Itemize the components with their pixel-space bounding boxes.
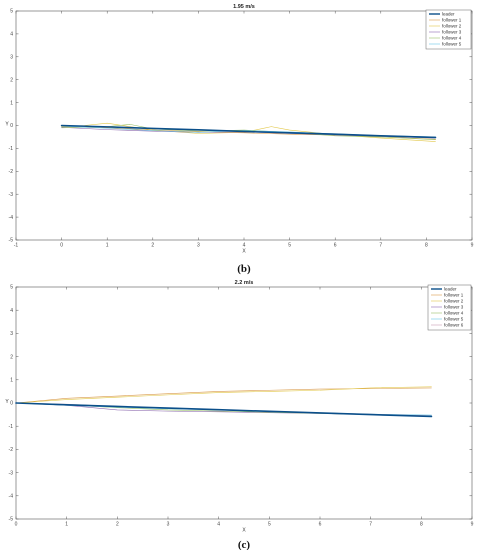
- series-line-follower-2: [15, 386, 432, 404]
- legend-label: follower 3: [442, 30, 462, 35]
- y-tick-label: -4: [9, 215, 14, 221]
- x-tick-label: 4: [217, 522, 220, 528]
- chart-panel-b: -1 0 1 2 3 4 5 6 7 8 9 -5 -4 -3 -2 -1 0 1 2 3 4 5 1.95 m/s X Yle…: [5, 4, 473, 275]
- y-tick-label: -3: [9, 192, 14, 198]
- x-tick-label: 5: [288, 243, 291, 249]
- legend-box: [425, 9, 472, 50]
- x-axis-label: X: [242, 249, 246, 255]
- x-tick-label: -1: [14, 243, 19, 249]
- figure-caption: (b): [237, 263, 251, 275]
- x-tick-label: 1: [65, 522, 68, 528]
- x-tick-label: 7: [379, 243, 382, 249]
- x-tick-label: 3: [197, 243, 200, 249]
- x-tick-label: 0: [15, 522, 18, 528]
- y-tick-label: -5: [9, 517, 14, 523]
- y-tick-label: -1: [9, 424, 14, 430]
- plot-area: [15, 10, 473, 241]
- y-tick-label: -2: [9, 447, 14, 453]
- legend-label: leader: [442, 12, 455, 17]
- legend-label: leader: [444, 287, 457, 292]
- y-tick-label: 3: [10, 331, 13, 337]
- x-tick-label: 8: [425, 243, 428, 249]
- y-tick-label: -2: [9, 169, 14, 175]
- y-tick-label: 4: [10, 308, 13, 314]
- y-axis-label: Y: [5, 122, 9, 128]
- x-tick-label: 3: [167, 522, 170, 528]
- y-axis-label: Y: [5, 399, 9, 405]
- y-tick-label: 3: [10, 55, 13, 61]
- chart-panel-c: 0 1 2 3 4 5 6 7 8 9 -5 -4 -3 -2 -1 0 1 2 3 4 5 2.2 m/s X Yleade…: [5, 280, 473, 550]
- x-tick-label: 7: [369, 522, 372, 528]
- legend-label: follower 1: [444, 293, 464, 298]
- y-tick-label: 5: [10, 9, 13, 15]
- x-tick-label: 9: [471, 522, 474, 528]
- x-tick-label: 2: [151, 243, 154, 249]
- series-line-leader: [15, 402, 433, 418]
- legend-label: follower 6: [444, 323, 464, 328]
- x-tick-label: 6: [319, 522, 322, 528]
- legend-label: follower 4: [442, 36, 462, 41]
- x-tick-label: 1: [106, 243, 109, 249]
- y-tick-label: 5: [10, 285, 13, 291]
- chart-title: 1.95 m/s: [233, 4, 255, 10]
- x-tick-label: 0: [60, 243, 63, 249]
- legend-box: [427, 284, 472, 331]
- y-tick-label: -4: [9, 494, 14, 500]
- y-tick-label: -5: [9, 238, 14, 244]
- x-tick-label: 9: [471, 243, 474, 249]
- y-tick-label: 0: [10, 401, 13, 407]
- figure-caption: (c): [238, 539, 251, 550]
- y-tick-label: -3: [9, 470, 14, 476]
- y-tick-label: 4: [10, 32, 13, 38]
- y-tick-label: 1: [10, 378, 13, 384]
- legend-label: follower 5: [442, 42, 462, 47]
- legend-label: follower 3: [444, 305, 464, 310]
- legend-label: follower 2: [444, 299, 464, 304]
- series-line-leader: [60, 124, 437, 139]
- legend-label: follower 4: [444, 311, 464, 316]
- legend-label: follower 5: [444, 317, 464, 322]
- chart-title: 2.2 m/s: [235, 280, 254, 286]
- x-tick-label: 2: [116, 522, 119, 528]
- y-tick-label: 1: [10, 100, 13, 106]
- y-tick-label: -1: [9, 146, 14, 152]
- x-tick-label: 4: [243, 243, 246, 249]
- x-tick-label: 6: [334, 243, 337, 249]
- legend-label: follower 2: [442, 24, 462, 29]
- y-tick-label: 0: [10, 123, 13, 129]
- plot-area: [15, 286, 473, 520]
- y-tick-label: 2: [10, 77, 13, 83]
- x-axis-label: X: [242, 528, 246, 534]
- x-tick-label: 5: [268, 522, 271, 528]
- x-tick-label: 8: [420, 522, 423, 528]
- y-tick-label: 2: [10, 354, 13, 360]
- legend-label: follower 1: [442, 18, 462, 23]
